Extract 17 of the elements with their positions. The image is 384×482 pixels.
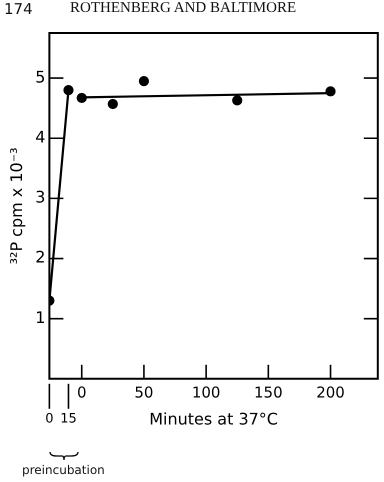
x2-tick-label: 0: [45, 412, 54, 427]
x-tick-label: 0: [76, 384, 86, 402]
y-tick-label: 1: [35, 308, 46, 327]
x-axis-title: Minutes at 37°C: [149, 410, 278, 429]
y-tick-label: 2: [35, 248, 46, 267]
text: 174: [4, 0, 33, 18]
x2-tick-label: 15: [60, 412, 77, 427]
x-tick-label: 150: [254, 384, 283, 402]
x-tick-label: 50: [134, 384, 154, 402]
y-tick-label: 5: [35, 67, 46, 86]
y-tick-label: 4: [35, 127, 46, 146]
y-tick-label: 3: [35, 188, 46, 207]
x-tick-label: 200: [316, 384, 345, 402]
text: preincubation: [22, 463, 105, 477]
x-tick-label: 100: [192, 384, 220, 402]
text: ROTHENBERG AND BALTIMORE: [70, 0, 296, 17]
y-axis-title: ³²P cpm x 10⁻³: [6, 147, 26, 264]
